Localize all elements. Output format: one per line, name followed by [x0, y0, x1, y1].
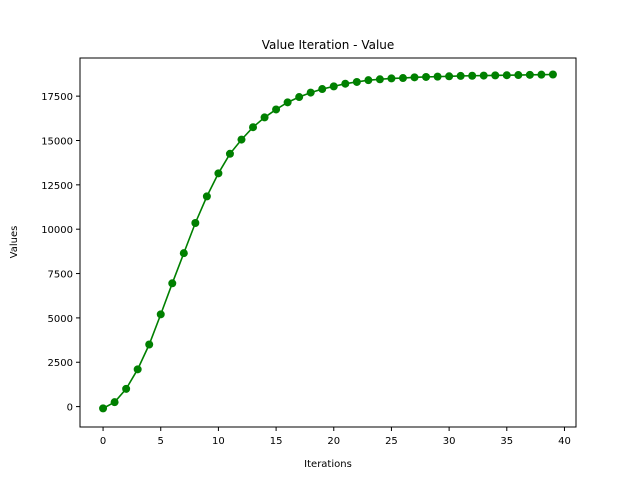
- data-point: [249, 123, 258, 132]
- y-tick-label: 15000: [41, 136, 73, 147]
- data-point: [329, 82, 338, 91]
- data-point: [179, 249, 188, 258]
- y-tick-label: 2500: [48, 358, 73, 369]
- y-axis: 0 2500 5000 7500 10000 12500 15000 17500: [41, 92, 80, 414]
- data-point: [537, 70, 546, 79]
- x-tick-label: 0: [100, 436, 106, 447]
- y-tick-label: 10000: [41, 225, 73, 236]
- data-point: [410, 73, 419, 82]
- data-point: [364, 76, 373, 85]
- data-point: [272, 105, 281, 114]
- data-point: [341, 79, 350, 88]
- plot-area: [99, 70, 557, 413]
- y-axis-label: Values: [9, 226, 20, 259]
- data-point: [156, 310, 165, 319]
- data-point: [260, 113, 269, 122]
- x-tick-label: 30: [443, 436, 456, 447]
- y-tick-label: 12500: [41, 181, 73, 192]
- data-point: [502, 71, 511, 80]
- y-tick-label: 5000: [48, 314, 73, 325]
- data-point: [133, 365, 142, 374]
- y-tick-label: 7500: [48, 270, 73, 281]
- data-point: [525, 70, 534, 79]
- x-axis: 0 5 10 15 20 25 30 35 40: [100, 427, 571, 447]
- data-point: [514, 71, 523, 80]
- x-tick-label: 15: [270, 436, 283, 447]
- data-point: [352, 77, 361, 86]
- data-point: [237, 135, 246, 144]
- x-axis-label: Iterations: [304, 459, 352, 470]
- x-tick-label: 40: [558, 436, 571, 447]
- data-point: [225, 149, 234, 158]
- data-point: [491, 71, 500, 80]
- data-point: [445, 72, 454, 81]
- data-point: [468, 71, 477, 80]
- data-point: [283, 98, 292, 107]
- series-line: [102, 73, 553, 410]
- x-tick-label: 20: [327, 436, 340, 447]
- chart-title: Value Iteration - Value: [262, 38, 395, 52]
- x-tick-label: 10: [212, 436, 225, 447]
- data-point: [318, 85, 327, 94]
- data-point: [214, 169, 223, 178]
- data-point: [110, 398, 119, 407]
- y-tick-label: 0: [67, 403, 73, 414]
- data-point: [422, 72, 431, 81]
- data-point: [548, 70, 557, 79]
- data-point: [387, 74, 396, 83]
- axes-frame: [79, 57, 577, 428]
- data-point: [295, 93, 304, 102]
- data-point: [122, 384, 131, 393]
- data-point: [99, 404, 108, 413]
- data-point: [202, 192, 211, 201]
- data-point: [433, 72, 442, 81]
- data-point: [306, 88, 315, 97]
- data-point: [168, 279, 177, 288]
- x-tick-label: 25: [385, 436, 398, 447]
- data-point: [456, 71, 465, 80]
- data-point: [479, 71, 488, 80]
- x-tick-label: 5: [158, 436, 164, 447]
- y-tick-label: 17500: [41, 92, 73, 103]
- x-tick-label: 35: [500, 436, 513, 447]
- data-point: [375, 75, 384, 84]
- data-point: [398, 74, 407, 83]
- data-point: [145, 340, 154, 349]
- data-point: [191, 218, 200, 227]
